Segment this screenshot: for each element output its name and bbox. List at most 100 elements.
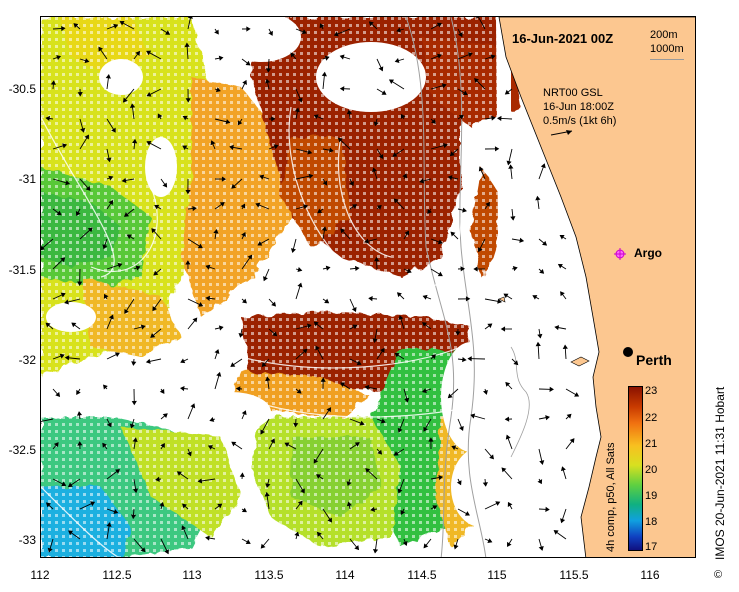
current-arrow-head — [297, 500, 303, 506]
current-arrow-head — [467, 52, 473, 58]
cloud-gaps-large — [46, 17, 561, 527]
current-arrow-head — [297, 282, 303, 288]
current-arrow-head — [458, 114, 464, 120]
current-arrow-head — [487, 323, 493, 329]
current-arrow-head — [106, 422, 112, 428]
current-arrow-head — [307, 149, 313, 155]
current-arrow-head — [553, 530, 559, 535]
current-arrow-head — [60, 292, 66, 298]
current-arrow-head — [231, 183, 237, 189]
current-arrow-head — [337, 137, 343, 143]
current-arrow-head — [111, 127, 116, 133]
x-tick-label: 115 — [487, 568, 507, 582]
current-arrow-head — [205, 535, 210, 541]
current-arrow-head — [132, 138, 138, 144]
current-arrow-head — [122, 97, 128, 103]
current-arrow-head — [497, 298, 502, 304]
current-arrow-head — [197, 243, 203, 249]
current-arrow-head — [77, 281, 83, 286]
contour-1000m — [405, 17, 455, 557]
current-arrow-head — [315, 345, 320, 351]
current-arrow-head — [377, 449, 383, 455]
x-tick-label: 113 — [182, 568, 202, 582]
current-arrow-head — [242, 79, 247, 85]
current-arrow-head — [419, 178, 425, 184]
current-arrow-head — [209, 416, 215, 422]
current-arrow-head — [229, 144, 234, 150]
y-tick-label: -30.5 — [8, 82, 36, 96]
current-arrow-head — [182, 115, 188, 121]
current-arrow-head — [339, 54, 345, 60]
y-tick-label: -32 — [18, 353, 36, 367]
x-tick-label: 113.5 — [254, 568, 284, 582]
current-arrow-head — [313, 321, 319, 327]
current-arrow-head — [325, 265, 331, 271]
current-arrow-head — [406, 268, 412, 274]
current-arrow-head — [506, 160, 512, 166]
current-arrow-head — [364, 238, 370, 244]
current-arrow-head — [398, 315, 404, 320]
depth-legend-line — [650, 59, 684, 60]
x-tick-label: 114.5 — [407, 568, 437, 582]
current-arrow-head — [352, 204, 358, 209]
current-arrow-head — [119, 21, 125, 26]
current-arrow-head — [300, 488, 305, 494]
current-arrow-head — [159, 388, 165, 394]
current-arrow-head — [108, 314, 114, 320]
current-arrow-head — [185, 189, 191, 195]
current-arrow-head — [102, 442, 108, 448]
current-arrow-head — [76, 411, 83, 416]
current-arrow-head — [85, 185, 91, 191]
current-arrow-head — [182, 503, 187, 509]
current-arrow-head — [77, 441, 83, 446]
current-arrow-head — [356, 360, 362, 366]
current-arrow-head — [422, 294, 428, 300]
current-arrow-head — [487, 538, 493, 543]
current-arrow-head — [263, 276, 268, 282]
current-arrow-head — [313, 114, 319, 120]
current-arrow-head — [421, 388, 427, 394]
current-arrow-head — [451, 445, 457, 451]
current-arrow-head — [519, 237, 525, 243]
current-arrow-head — [370, 506, 375, 513]
current-arrow-head — [132, 488, 139, 494]
current-arrow-head — [497, 115, 502, 122]
current-arrow-head — [456, 480, 462, 486]
current-arrow-head — [218, 325, 224, 331]
x-tick-label: 112 — [30, 568, 50, 582]
current-arrow-head — [513, 360, 519, 366]
current-arrow-head — [554, 325, 560, 331]
current-arrow-head — [180, 385, 185, 392]
current-arrow-head — [306, 323, 312, 329]
current-arrow-head — [373, 121, 379, 127]
land-mass — [498, 17, 695, 557]
current-arrow-head — [135, 50, 141, 56]
current-arrow-head — [187, 451, 192, 457]
current-arrow-head — [507, 501, 513, 507]
current-arrow-head — [297, 97, 303, 103]
current-arrow-head — [126, 234, 132, 240]
current-arrow-head — [272, 331, 278, 337]
current-arrow-head — [313, 458, 319, 464]
perth-marker-icon[interactable] — [621, 345, 635, 359]
current-arrow-head — [60, 257, 66, 263]
current-arrow-head — [225, 119, 231, 125]
current-arrow-head — [508, 164, 514, 169]
current-arrow-head — [437, 239, 443, 245]
current-arrow-head — [379, 347, 385, 353]
current-arrow-head — [478, 166, 484, 172]
current-arrow-head — [160, 442, 165, 448]
colorbar-tick: 17 — [645, 541, 658, 553]
current-arrow-head — [392, 152, 398, 157]
current-arrow-head — [53, 442, 59, 448]
current-arrow-head — [374, 256, 380, 262]
sst-map[interactable] — [40, 16, 696, 558]
current-arrow-head — [474, 78, 479, 83]
current-arrow-head — [378, 153, 384, 160]
current-arrow-head — [339, 86, 345, 92]
argo-marker-icon[interactable] — [613, 247, 627, 261]
current-vectors — [41, 17, 580, 555]
current-arrow-head — [113, 23, 119, 29]
current-arrow-head — [352, 324, 358, 330]
current-arrow-head — [462, 356, 467, 363]
